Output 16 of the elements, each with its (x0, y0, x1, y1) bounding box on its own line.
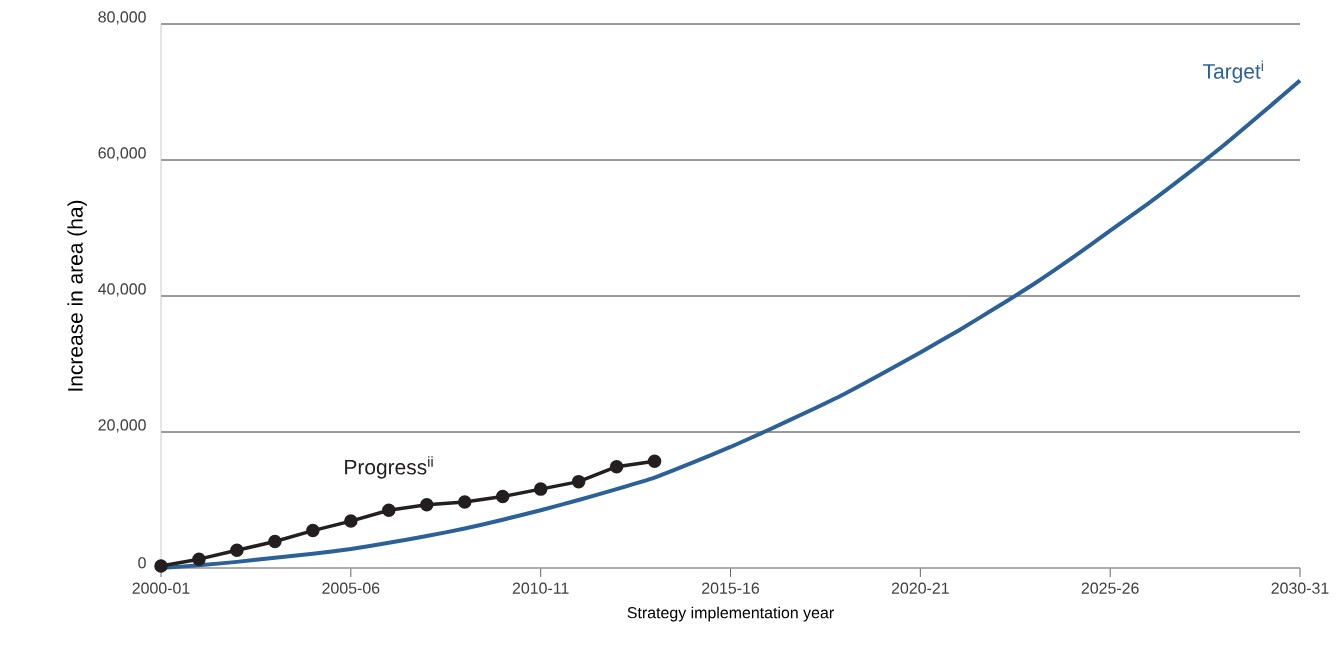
y-axis-title: Increase in area (ha) (67, 200, 87, 391)
x-tick-label: 2030-31 (1271, 582, 1329, 594)
series-label: Progress$^{ii}$ (345, 456, 433, 479)
series-label: Target$^{i}$ (1203, 60, 1263, 83)
x-tick-label: 2020-21 (891, 582, 949, 594)
x-tick-label: 2015-16 (702, 582, 760, 594)
y-tick-label: 0 (138, 557, 146, 569)
x-tick-label: 2005-06 (322, 582, 380, 594)
y-tick-label: 60,000 (98, 147, 146, 161)
x-tick-label: 2010-11 (512, 582, 569, 594)
y-tick-label: 40,000 (98, 283, 146, 297)
x-tick-label: 2000-01 (132, 582, 190, 594)
x-axis-title: Strategy implementation year (627, 606, 834, 622)
x-tick-label: 2025-26 (1081, 582, 1139, 594)
y-tick-label: 80,000 (98, 11, 146, 25)
y-tick-label: 20,000 (98, 419, 146, 433)
